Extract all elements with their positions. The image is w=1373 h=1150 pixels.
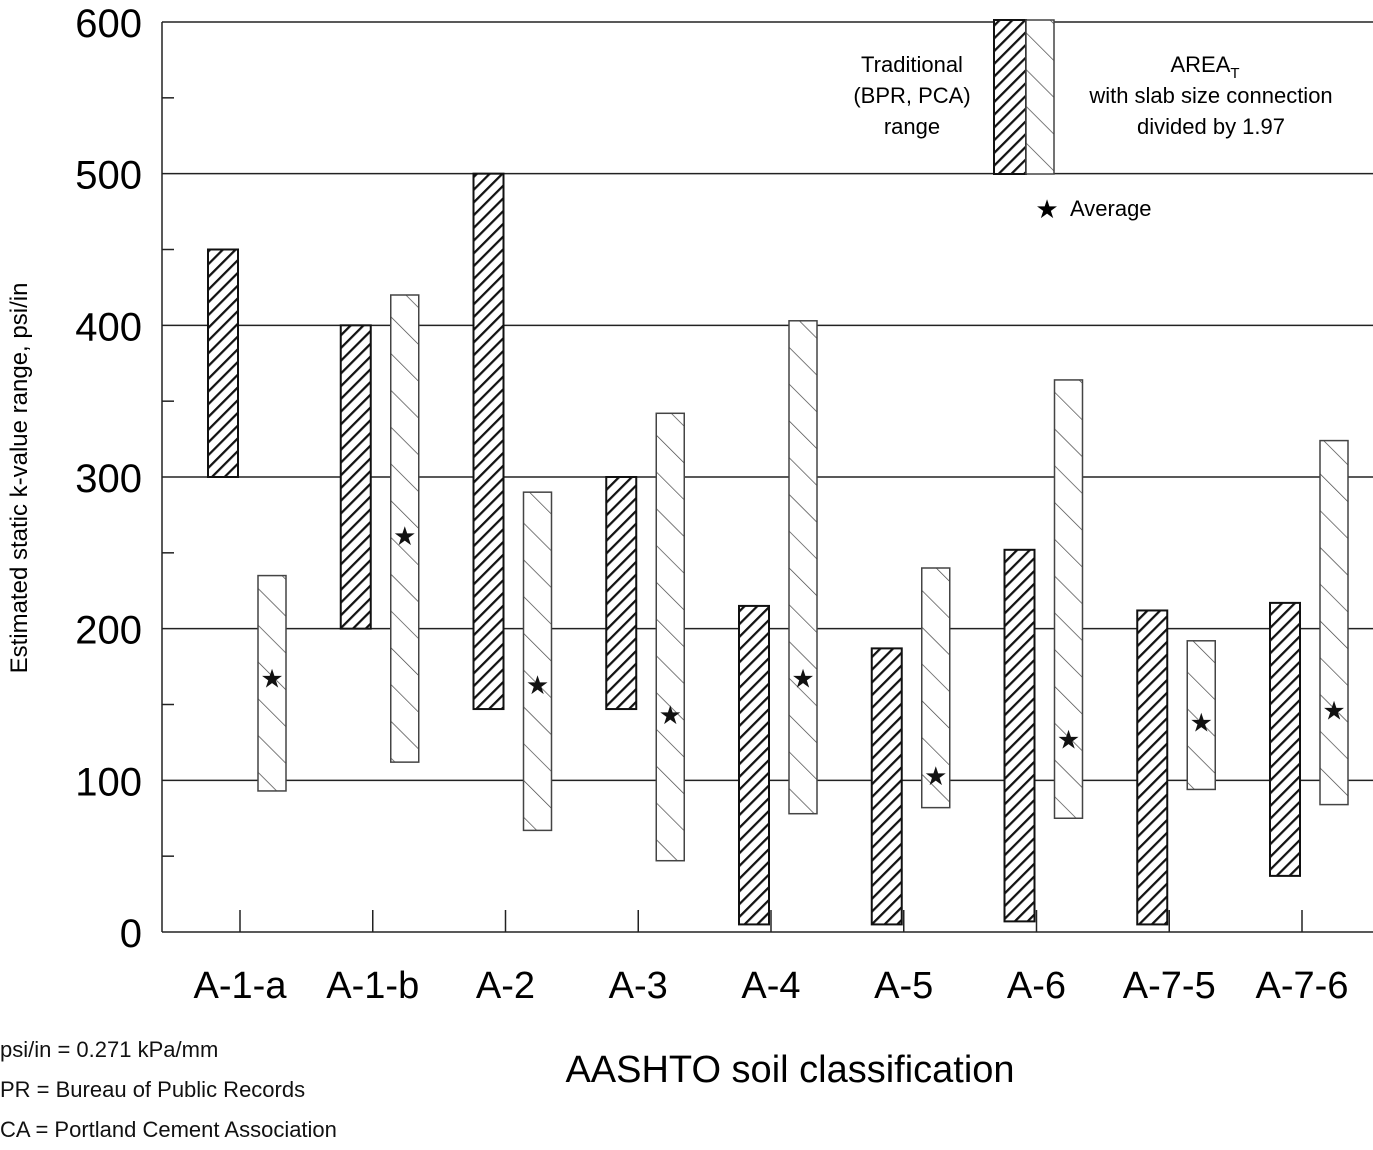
legend-area-line-1: with slab size connection: [1088, 83, 1332, 108]
area-range-bar: [921, 567, 951, 809]
x-axis-label: AASHTO soil classification: [565, 1049, 1014, 1091]
traditional-range-bar: [1003, 548, 1036, 923]
legend-traditional-line-1: Traditional: [861, 52, 963, 77]
footnote-pca: CA = Portland Cement Association: [0, 1117, 337, 1142]
traditional-range-bar: [1269, 601, 1301, 877]
legend-area-line-2: divided by 1.97: [1137, 114, 1285, 139]
legend-average-star-icon: ★: [1035, 195, 1058, 225]
y-tick-label: 0: [120, 912, 142, 956]
area-range-bar: [655, 412, 685, 862]
traditional-range-bar: [605, 476, 638, 711]
traditional-range-bar: [472, 172, 505, 711]
legend-area-swatch: [1025, 19, 1055, 175]
area-range-bar: [1186, 640, 1216, 791]
average-marker: ★: [260, 665, 283, 695]
traditional-range-bar: [207, 248, 239, 478]
average-marker: ★: [1322, 697, 1345, 727]
x-tick-label: A-4: [741, 965, 800, 1007]
traditional-range-bar: [738, 604, 770, 926]
average-marker: ★: [1057, 725, 1080, 755]
average-marker: ★: [1190, 709, 1213, 739]
traditional-range-bar: [339, 324, 372, 630]
legend-traditional-line-3: range: [884, 114, 940, 139]
x-tick-label: A-6: [1007, 965, 1066, 1007]
legend-traditional-line-2: (BPR, PCA): [853, 83, 970, 108]
legend-average-label: Average: [1070, 196, 1152, 221]
svg-text:AREAT: AREAT: [1170, 52, 1239, 82]
area-range-bar: [1319, 439, 1349, 806]
x-tick-label: A-1-b: [326, 965, 419, 1007]
area-range-bar: [1053, 379, 1084, 819]
average-marker: ★: [924, 762, 947, 792]
legend-area-subscript: T: [1230, 65, 1239, 82]
x-tick-label: A-7-5: [1123, 965, 1216, 1007]
average-marker: ★: [393, 522, 416, 552]
average-marker: ★: [791, 665, 814, 695]
x-tick-label: A-2: [476, 965, 535, 1007]
footnotes: psi/in = 0.271 kPa/mm PR = Bureau of Pub…: [0, 1030, 337, 1150]
x-tick-label: A-5: [874, 965, 933, 1007]
traditional-range-bar: [870, 647, 903, 926]
y-tick-label: 400: [75, 305, 142, 349]
average-marker: ★: [659, 701, 682, 731]
y-axis-label: Estimated static k-value range, psi/in: [6, 283, 33, 674]
y-tick-label: 500: [75, 154, 142, 198]
traditional-range-bar: [1136, 609, 1169, 926]
footnote-units: psi/in = 0.271 kPa/mm: [0, 1037, 219, 1062]
x-tick-label: A-1-a: [194, 965, 288, 1007]
area-range-bar: [390, 294, 420, 763]
y-tick-label: 600: [75, 2, 142, 46]
area-range-bar: [522, 491, 553, 832]
area-range-bar: [788, 320, 818, 815]
y-tick-label: 100: [75, 760, 142, 804]
legend-traditional-swatch: [993, 19, 1027, 175]
average-marker: ★: [526, 671, 549, 701]
legend-area-title: AREA: [1170, 52, 1230, 77]
footnote-bpr: PR = Bureau of Public Records: [0, 1077, 306, 1102]
y-tick-label: 300: [75, 457, 142, 501]
x-tick-label: A-3: [609, 965, 668, 1007]
x-tick-label: A-7-6: [1256, 965, 1349, 1007]
y-tick-label: 200: [75, 609, 142, 653]
area-range-bar: [257, 574, 287, 792]
